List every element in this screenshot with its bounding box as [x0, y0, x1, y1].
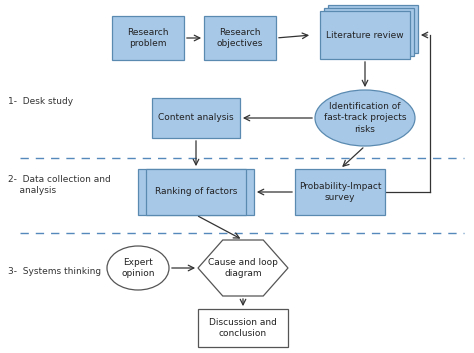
Text: Discussion and
conclusion: Discussion and conclusion [209, 318, 277, 338]
FancyBboxPatch shape [138, 169, 254, 215]
FancyBboxPatch shape [198, 309, 288, 347]
Polygon shape [198, 240, 288, 296]
FancyBboxPatch shape [204, 16, 276, 60]
Ellipse shape [315, 90, 415, 146]
FancyBboxPatch shape [324, 8, 414, 56]
Text: 2-  Data collection and
    analysis: 2- Data collection and analysis [8, 175, 111, 195]
FancyBboxPatch shape [146, 169, 246, 215]
Text: Cause and loop
diagram: Cause and loop diagram [208, 258, 278, 278]
FancyBboxPatch shape [152, 98, 240, 138]
FancyBboxPatch shape [328, 5, 418, 53]
FancyBboxPatch shape [112, 16, 184, 60]
Text: Expert
opinion: Expert opinion [121, 258, 155, 278]
Ellipse shape [107, 246, 169, 290]
FancyBboxPatch shape [295, 169, 385, 215]
Text: Content analysis: Content analysis [158, 114, 234, 122]
Text: Research
problem: Research problem [127, 28, 169, 48]
Text: Literature review: Literature review [326, 30, 404, 40]
Text: Ranking of factors: Ranking of factors [155, 187, 237, 197]
Text: Research
objectives: Research objectives [217, 28, 263, 48]
Text: Identification of
fast-track projects
risks: Identification of fast-track projects ri… [324, 102, 406, 133]
Text: Probability-Impact
survey: Probability-Impact survey [299, 182, 381, 202]
FancyBboxPatch shape [320, 11, 410, 59]
Text: 1-  Desk study: 1- Desk study [8, 97, 73, 107]
Text: 3-  Systems thinking: 3- Systems thinking [8, 268, 101, 276]
